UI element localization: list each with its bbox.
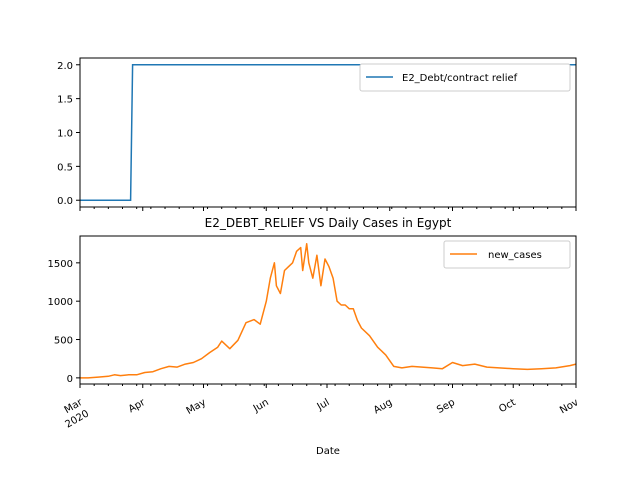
top-y-tick-label: 1.0 [57,129,73,140]
top-series-group [80,64,576,201]
top-x-ticks [79,207,577,211]
bottom-y-tick-label: 1500 [48,259,73,270]
bottom-legend-label: new_cases [488,250,542,261]
bottom-series-line [80,242,577,379]
bottom-y-tick-label: 500 [54,336,73,347]
bottom-chart-title: E2_DEBT_RELIEF VS Daily Cases in Egypt [205,216,452,230]
top-legend-box [359,63,571,92]
bottom-y-tick-label: 0 [67,374,73,385]
top-y-tick-label: 1.5 [57,95,73,106]
bottom-legend: new_cases [443,240,571,269]
top-y-tick-label: 0.0 [57,196,73,207]
top-legend: E2_Debt/contract relief [359,63,571,92]
x-axis-title: Date [316,446,340,457]
top-series-line [80,64,576,201]
top-y-ticks: 0.0 0.5 1.0 1.5 2.0 [57,61,80,207]
bottom-series-group [80,242,577,379]
top-y-tick-label: 0.5 [57,162,73,173]
bottom-axes-frame [79,235,577,385]
top-axes: 0.0 0.5 1.0 1.5 2.0 E2_Debt/contract relief [57,57,577,211]
top-y-tick-label: 2.0 [57,61,73,72]
bottom-legend-box [443,240,571,269]
bottom-y-ticks: 0 500 1000 1500 [48,259,80,385]
bottom-y-tick-label: 1000 [48,297,73,308]
top-legend-label: E2_Debt/contract relief [402,73,518,84]
